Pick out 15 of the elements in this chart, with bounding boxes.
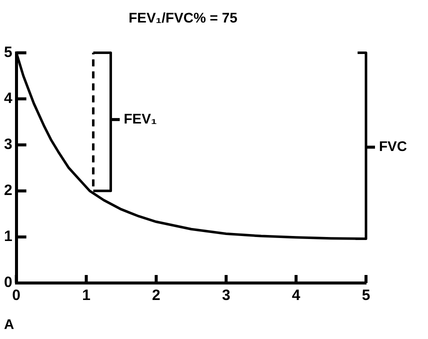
x-tick-label: 2 <box>152 287 160 304</box>
y-tick-label: 4 <box>4 90 13 107</box>
y-tick-label: 1 <box>4 228 12 246</box>
y-tick-label: 2 <box>4 182 12 200</box>
chart-title: FEV₁/FVC% = 75 <box>128 9 238 26</box>
x-tick-label: 1 <box>82 287 90 304</box>
y-tick-label: 3 <box>4 136 12 154</box>
annotation: FEV₁ <box>124 110 157 126</box>
y-tick-label: 0 <box>4 274 12 292</box>
x-tick-label: 4 <box>292 287 301 304</box>
annotation: FVC <box>379 138 407 154</box>
x-tick-label: 5 <box>362 287 370 304</box>
text: A <box>4 316 14 332</box>
x-tick-label: 3 <box>222 287 230 304</box>
y-tick-label: 5 <box>4 44 12 61</box>
